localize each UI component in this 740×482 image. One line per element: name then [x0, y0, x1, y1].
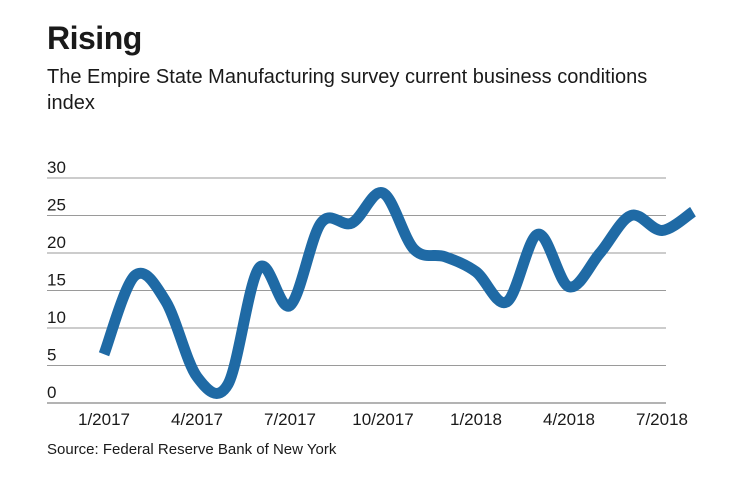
chart-title: Rising — [47, 20, 142, 56]
x-tick-label: 1/2018 — [450, 410, 502, 429]
data-point — [411, 246, 417, 252]
data-point — [132, 273, 138, 279]
data-point — [163, 299, 169, 305]
data-point — [659, 228, 665, 234]
x-tick-label: 7/2018 — [636, 410, 688, 429]
chart-subtitle: The Empire State Manufacturing survey cu… — [47, 66, 648, 114]
y-tick-label: 15 — [47, 271, 66, 290]
gridlines — [47, 177, 666, 404]
data-point — [318, 220, 324, 226]
data-point — [566, 284, 572, 290]
y-tick-label: 30 — [47, 158, 66, 177]
data-point — [194, 374, 200, 380]
data-point — [442, 254, 448, 260]
x-axis-ticks: 1/2017 4/2017 7/2017 10/2017 1/2018 4/2018 7/2… — [78, 410, 688, 429]
x-tick-label: 1/2017 — [78, 410, 130, 429]
data-point — [349, 220, 355, 226]
data-point — [101, 351, 107, 357]
data-point — [597, 250, 603, 256]
y-tick-label: 10 — [47, 308, 66, 327]
y-tick-label: 25 — [47, 196, 66, 215]
x-tick-label: 10/2017 — [352, 410, 413, 429]
series-line — [98, 187, 697, 399]
y-tick-label: 20 — [47, 233, 66, 252]
data-point — [225, 381, 231, 387]
series-layer — [98, 187, 697, 399]
y-axis-ticks: 0 5 10 15 20 25 30 — [47, 158, 66, 402]
data-point — [473, 269, 479, 275]
y-tick-label: 5 — [47, 346, 56, 365]
x-tick-label: 4/2017 — [171, 410, 223, 429]
data-point — [256, 265, 262, 271]
data-point — [690, 209, 696, 215]
x-tick-label: 4/2018 — [543, 410, 595, 429]
x-tick-label: 7/2017 — [264, 410, 316, 429]
y-tick-label: 0 — [47, 383, 56, 402]
data-point — [287, 303, 293, 309]
data-point — [504, 299, 510, 305]
data-point — [535, 231, 541, 237]
data-point — [380, 190, 386, 196]
data-point — [628, 213, 634, 219]
source-note: Source: Federal Reserve Bank of New York — [47, 441, 337, 458]
